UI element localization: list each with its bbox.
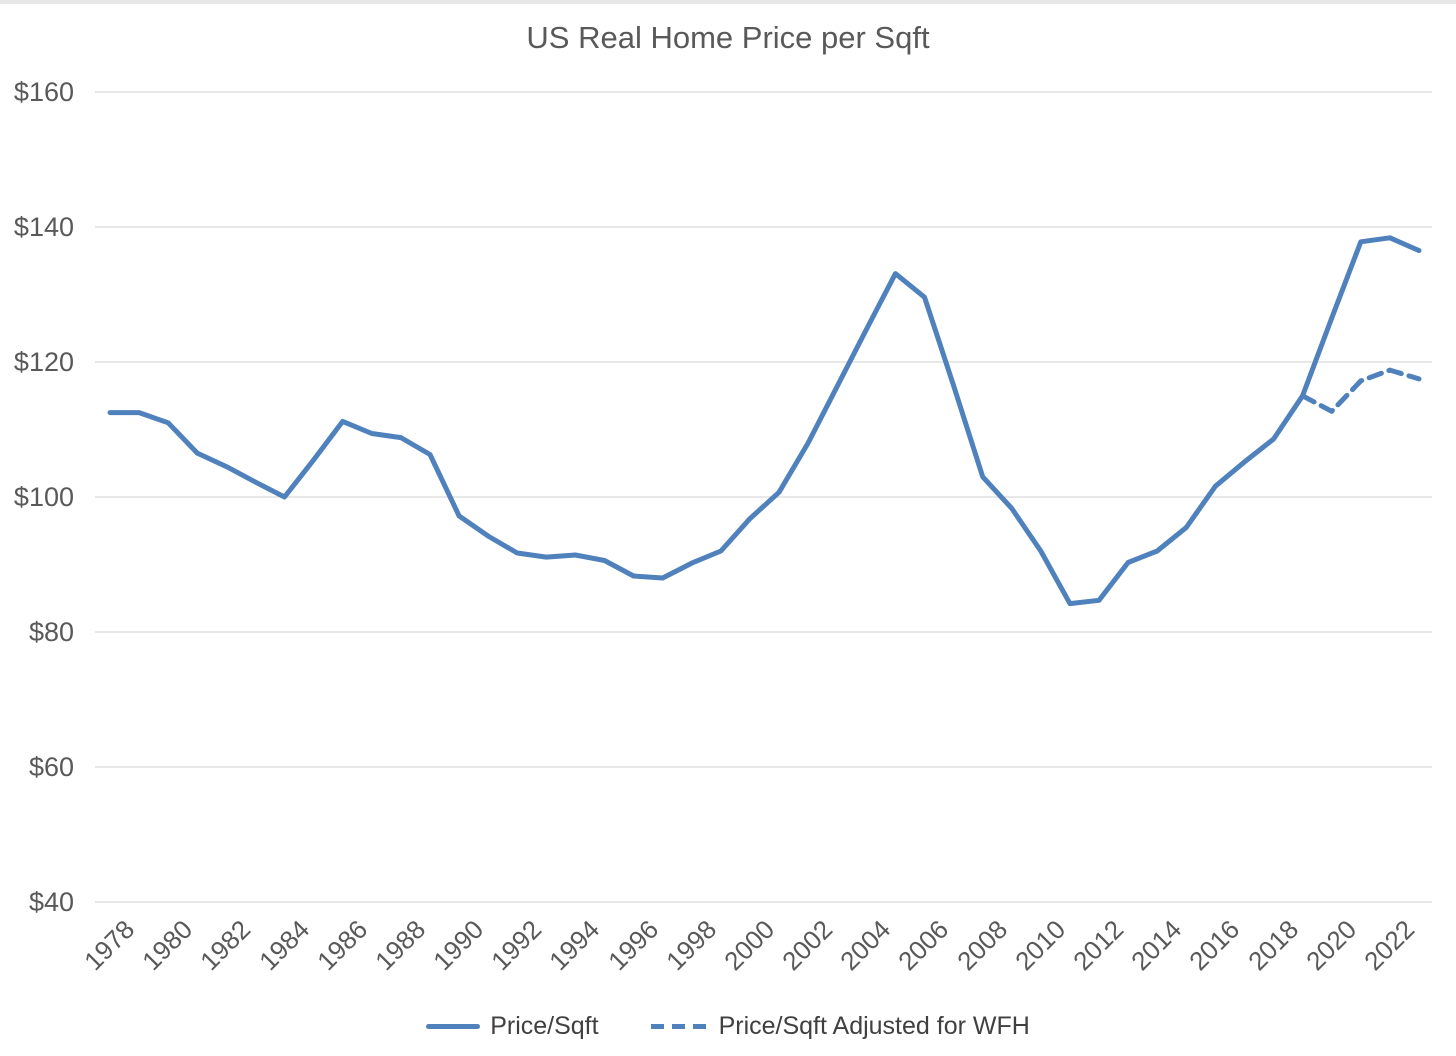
y-tick-label: $140 <box>13 212 74 242</box>
legend-dashed-line-sample <box>650 1024 709 1029</box>
top-border-strip <box>0 0 1456 4</box>
series-line-wfh-adjusted <box>1300 367 1422 414</box>
legend-item-wfh: Price/Sqft Adjusted for WFH <box>650 1012 1030 1041</box>
y-tick-label: $80 <box>28 617 74 647</box>
y-tick-label: $160 <box>13 77 74 107</box>
legend-item-price-sqft: Price/Sqft <box>426 1012 599 1041</box>
chart-title: US Real Home Price per Sqft <box>526 20 930 55</box>
y-tick-label: $100 <box>13 482 74 512</box>
series-line-price-sqft <box>107 235 1422 607</box>
y-tick-label: $40 <box>28 887 74 917</box>
legend-label-wfh: Price/Sqft Adjusted for WFH <box>718 1012 1030 1040</box>
y-tick-label: $120 <box>13 347 74 377</box>
legend-label-price-sqft: Price/Sqft <box>490 1012 599 1040</box>
legend: Price/Sqft Price/Sqft Adjusted for WFH <box>0 1012 1456 1041</box>
legend-solid-line-sample <box>426 1024 481 1029</box>
y-tick-label: $60 <box>28 752 74 782</box>
